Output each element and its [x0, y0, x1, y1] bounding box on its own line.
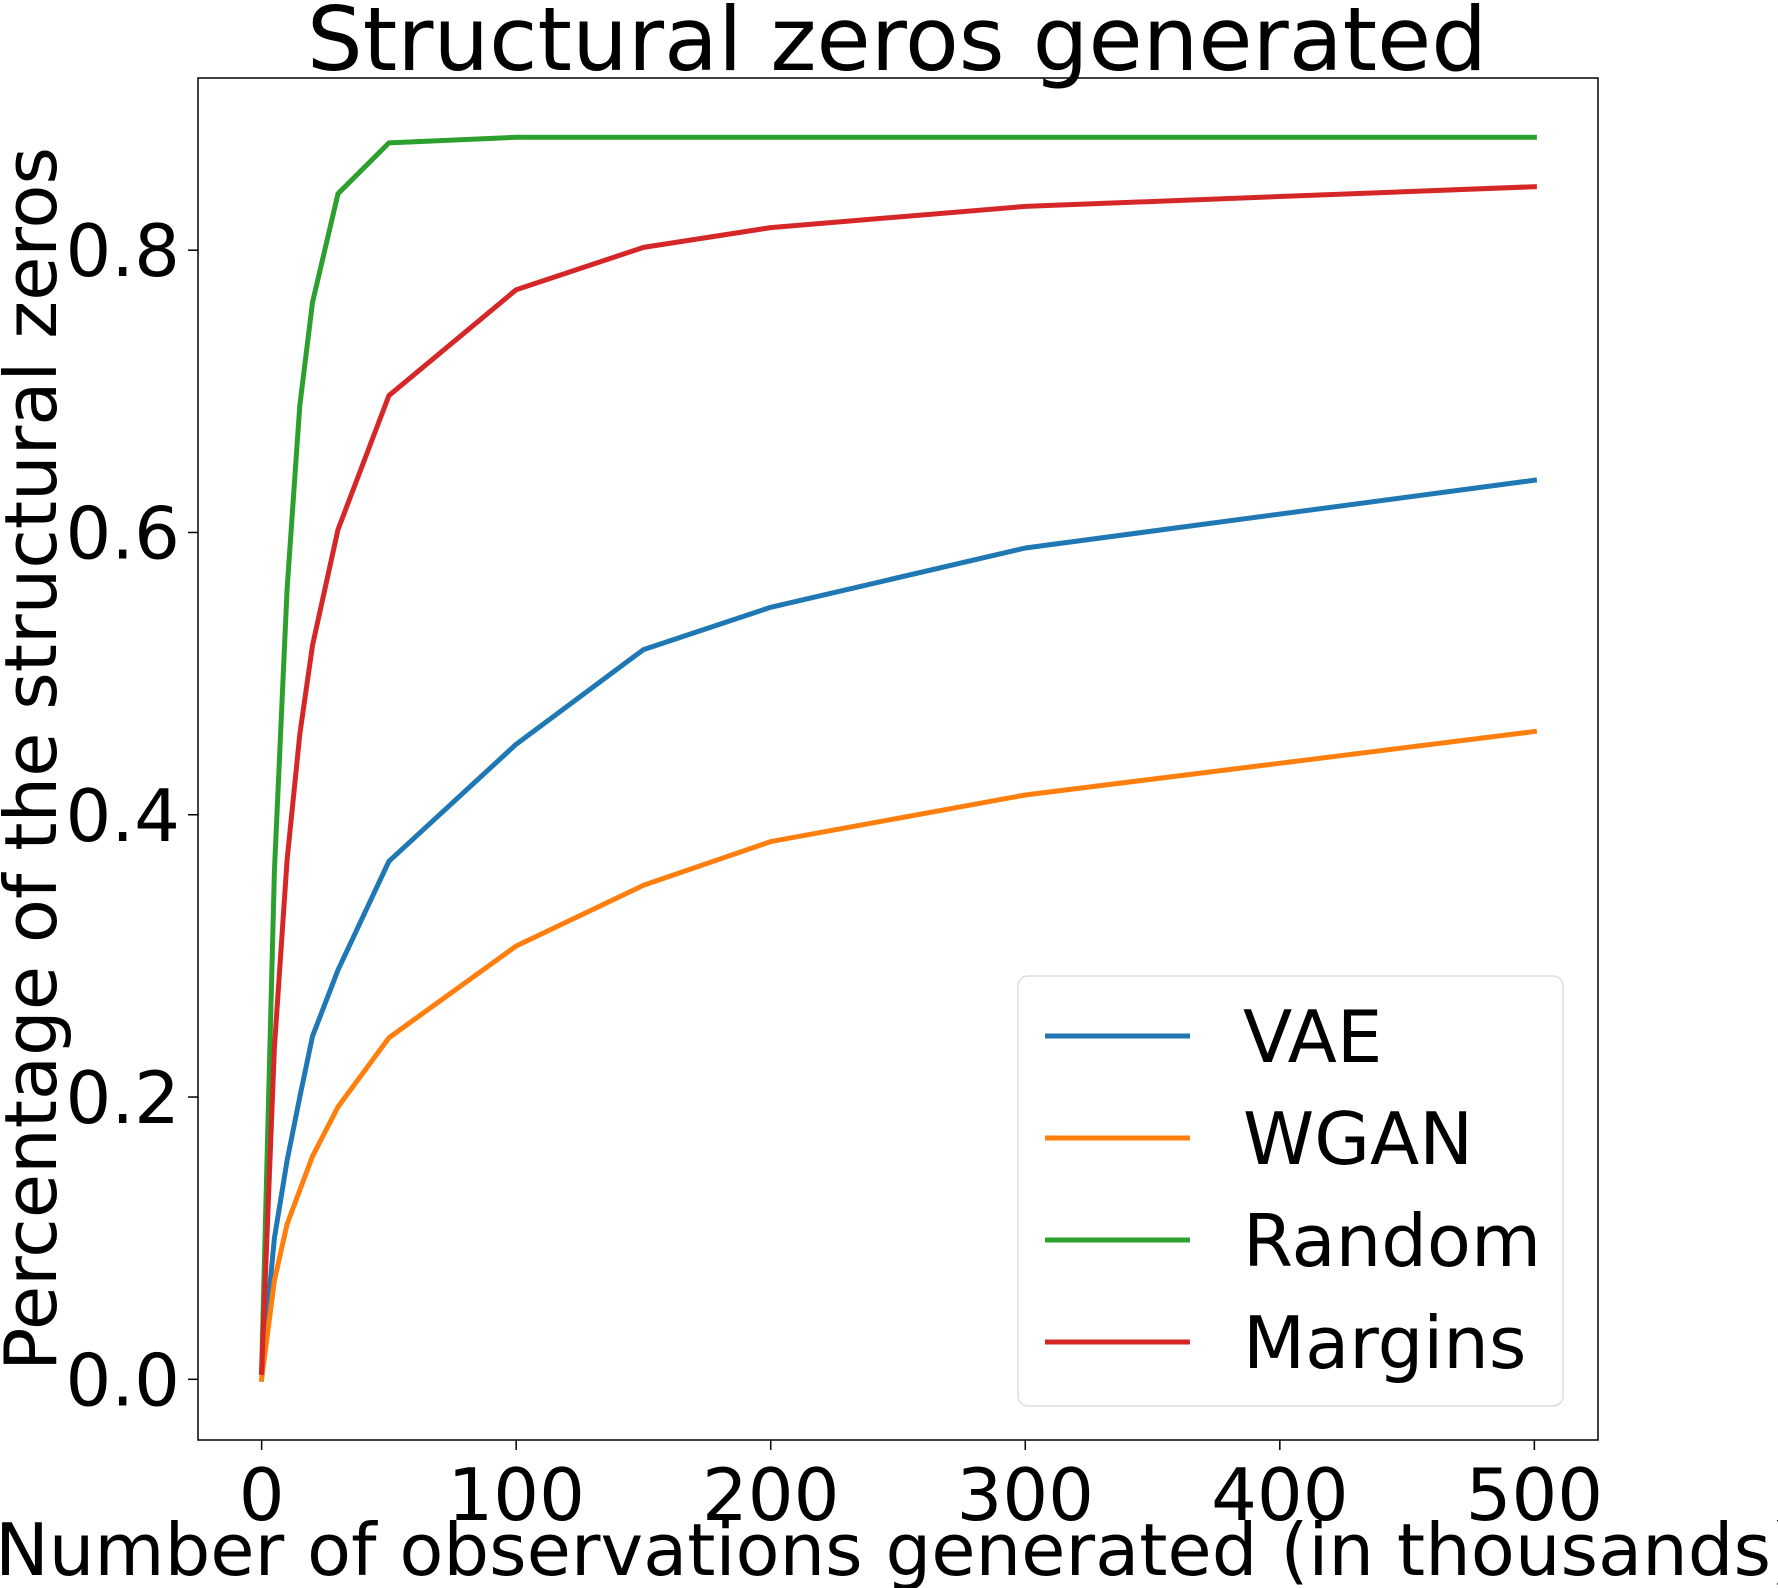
x-tick-label: 0 [239, 1453, 285, 1537]
series-line-vae [258, 477, 1538, 1376]
x-axis: 0 100 200 300 400 500 [239, 1440, 1603, 1537]
y-tick-label: 0.2 [65, 1056, 180, 1140]
legend-frame [1017, 975, 1564, 1407]
legend-label-vae: VAE [1243, 995, 1382, 1079]
y-tick-label: 0.4 [65, 774, 180, 858]
legend-items: VAE WGAN Random Margins [1045, 995, 1541, 1385]
y-tick-label: 0.0 [65, 1338, 180, 1422]
legend: VAE WGAN Random Margins [1017, 975, 1564, 1407]
series-line-wgan [258, 728, 1538, 1383]
legend-label-random: Random [1243, 1199, 1541, 1283]
x-tick-label: 100 [447, 1453, 584, 1537]
plot-frame [197, 77, 1599, 1441]
x-tick-label: 500 [1466, 1453, 1603, 1537]
series-line-margins [259, 184, 1537, 1375]
series-layer [258, 134, 1538, 1383]
y-axis: 0.0 0.2 0.4 0.6 0.8 [65, 209, 198, 1422]
y-tick-label: 0.8 [65, 209, 180, 293]
y-tick-label: 0.6 [65, 491, 180, 575]
legend-label-wgan: WGAN [1243, 1097, 1473, 1181]
legend-label-margins: Margins [1243, 1301, 1526, 1385]
x-tick-label: 300 [957, 1453, 1094, 1537]
y-axis-label: Percentage of the structural zeros [0, 147, 73, 1371]
chart-title: Structural zeros generated [307, 0, 1487, 91]
x-axis-label: Number of observations generated (in tho… [0, 1508, 1778, 1588]
series-line-random [259, 134, 1537, 1375]
x-tick-label: 200 [702, 1453, 839, 1537]
x-tick-label: 400 [1211, 1453, 1348, 1537]
plot-area [197, 77, 1599, 1441]
